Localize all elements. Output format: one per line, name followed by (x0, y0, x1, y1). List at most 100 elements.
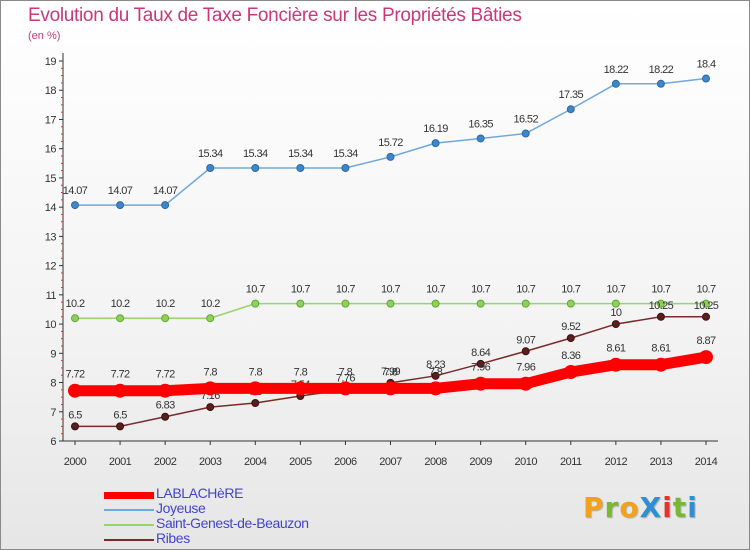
data-label-joyeuse: 15.34 (243, 148, 268, 160)
data-point-joyeuse (702, 74, 710, 83)
data-label-lablach-re: 7.8 (384, 366, 398, 378)
data-point-lablach-re (428, 381, 443, 396)
data-label-lablach-re: 7.72 (111, 369, 130, 381)
data-label-saint-genest-de-beauzon: 10.7 (336, 284, 355, 296)
y-tick-label: 17 (45, 114, 57, 126)
data-label-joyeuse: 15.72 (378, 137, 403, 149)
data-point-lablach-re (383, 381, 398, 396)
data-label-ribes: 7.76 (336, 373, 355, 385)
data-point-joyeuse (431, 139, 440, 148)
logo-letter: X (639, 491, 663, 524)
data-label-lablach-re: 8.87 (696, 335, 715, 347)
data-label-saint-genest-de-beauzon: 10.7 (651, 284, 670, 296)
data-point-ribes (566, 334, 575, 343)
chart-title: Evolution du Taux de Taxe Foncière sur l… (28, 5, 522, 26)
data-label-lablach-re: 7.72 (156, 369, 175, 381)
logo-letter: P (583, 491, 605, 524)
legend-label: LABLACHèRE (156, 485, 244, 501)
data-point-joyeuse (251, 163, 260, 172)
data-label-saint-genest-de-beauzon: 10.7 (246, 284, 265, 296)
data-point-lablach-re (293, 381, 308, 396)
data-point-ribes (161, 412, 170, 421)
logo-letter: i (687, 491, 698, 524)
logo-letter: r (604, 491, 620, 524)
data-point-joyeuse (386, 152, 395, 161)
x-tick-label: 2010 (514, 456, 537, 468)
legend-swatch (104, 491, 154, 499)
x-tick-label: 2005 (289, 456, 312, 468)
legend-swatch (104, 509, 154, 511)
data-point-lablach-re (113, 383, 128, 398)
y-tick-label: 14 (45, 202, 57, 214)
data-label-lablach-re: 8.61 (651, 343, 670, 355)
y-tick-label: 9 (50, 348, 56, 360)
data-point-lablach-re (518, 376, 533, 391)
legend-swatch (104, 539, 154, 541)
data-point-lablach-re (338, 381, 353, 396)
data-label-ribes: 10.25 (649, 300, 674, 312)
logo-letter: o (619, 491, 640, 524)
data-point-ribes (71, 422, 79, 431)
data-point-lablach-re (248, 381, 263, 396)
data-point-saint-genest-de-beauzon (341, 299, 350, 308)
y-tick-label: 19 (45, 56, 57, 68)
x-tick-label: 2002 (154, 456, 177, 468)
data-label-saint-genest-de-beauzon: 10.7 (516, 284, 535, 296)
data-point-lablach-re (563, 365, 578, 380)
x-tick-label: 2008 (424, 456, 447, 468)
data-point-joyeuse (71, 201, 79, 210)
data-label-joyeuse: 18.22 (604, 64, 629, 76)
data-point-lablach-re (699, 350, 713, 365)
data-label-saint-genest-de-beauzon: 10.7 (471, 284, 490, 296)
logo-letter: t (672, 491, 688, 524)
data-point-saint-genest-de-beauzon (431, 299, 440, 308)
data-point-ribes (431, 371, 440, 380)
x-tick-label: 2014 (695, 456, 718, 468)
data-point-ribes (476, 359, 485, 368)
data-point-joyeuse (521, 129, 530, 138)
data-label-lablach-re: 7.72 (65, 369, 84, 381)
y-tick-label: 6 (50, 436, 56, 448)
data-label-lablach-re: 7.8 (249, 366, 263, 378)
y-tick-label: 13 (45, 231, 57, 243)
y-tick-label: 11 (46, 290, 57, 302)
data-point-lablach-re (608, 357, 623, 372)
y-tick-label: 10 (45, 319, 57, 331)
data-label-joyeuse: 14.07 (108, 185, 133, 197)
x-tick-label: 2003 (199, 456, 222, 468)
data-label-ribes: 9.07 (516, 334, 535, 346)
data-point-lablach-re (68, 383, 82, 398)
data-label-ribes: 8.64 (471, 347, 490, 359)
data-label-ribes: 9.52 (561, 321, 580, 333)
data-point-ribes (611, 320, 620, 329)
legend-label: Joyeuse (156, 500, 206, 516)
data-point-saint-genest-de-beauzon (206, 314, 215, 323)
data-point-ribes (251, 399, 260, 407)
data-point-joyeuse (161, 201, 170, 210)
data-label-ribes: 8.23 (426, 359, 445, 371)
data-label-lablach-re: 8.36 (561, 350, 580, 362)
x-tick-label: 2004 (244, 456, 267, 468)
data-label-saint-genest-de-beauzon: 10.7 (426, 284, 445, 296)
data-point-saint-genest-de-beauzon (161, 314, 170, 323)
data-point-lablach-re (473, 376, 488, 391)
data-point-joyeuse (341, 163, 350, 172)
chart-subtitle: (en %) (28, 30, 61, 42)
data-label-joyeuse: 18.4 (696, 59, 715, 71)
legend-label: Saint-Genest-de-Beauzon (156, 515, 309, 531)
data-point-ribes (656, 312, 665, 321)
data-point-ribes (206, 403, 215, 412)
data-label-joyeuse: 17.35 (559, 89, 584, 101)
x-tick-label: 2007 (379, 456, 402, 468)
data-label-lablach-re: 8.61 (606, 343, 625, 355)
data-label-saint-genest-de-beauzon: 10.2 (156, 298, 175, 310)
data-label-saint-genest-de-beauzon: 10.7 (561, 284, 580, 296)
data-point-saint-genest-de-beauzon (71, 314, 79, 323)
data-label-ribes: 6.83 (156, 400, 175, 412)
data-point-joyeuse (296, 163, 305, 172)
data-label-lablach-re: 7.8 (429, 366, 443, 378)
data-label-ribes: 6.5 (113, 409, 127, 421)
data-label-lablach-re: 7.96 (471, 362, 490, 374)
data-label-joyeuse: 16.19 (423, 123, 448, 135)
data-point-joyeuse (116, 201, 125, 210)
